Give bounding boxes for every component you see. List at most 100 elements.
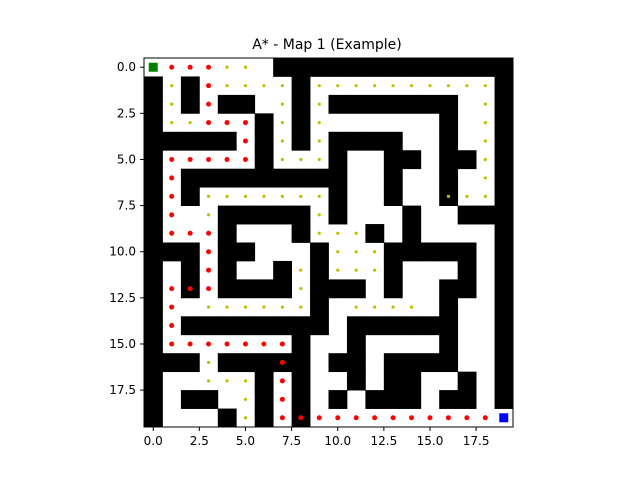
path-point — [242, 120, 248, 126]
wall-cell — [254, 131, 274, 151]
wall-cell — [328, 131, 348, 151]
wall-cell — [254, 408, 274, 428]
wall-cell — [217, 131, 237, 151]
wall-cell — [365, 94, 385, 114]
explored-point — [299, 157, 303, 162]
wall-cell — [310, 297, 329, 317]
explored-point — [243, 65, 248, 69]
wall-cell — [439, 113, 459, 133]
wall-cell — [236, 316, 256, 336]
explored-point — [225, 379, 229, 383]
path-point — [169, 175, 175, 181]
explored-point — [206, 360, 211, 365]
wall-cell — [439, 334, 459, 354]
wall-cell — [291, 353, 311, 373]
x-tick-label: 12.5 — [370, 434, 397, 448]
wall-cell — [144, 168, 163, 188]
wall-cell — [457, 58, 477, 77]
wall-cell — [346, 131, 366, 151]
wall-cell — [236, 279, 256, 299]
path-point — [206, 286, 212, 292]
wall-cell — [457, 371, 477, 391]
path-point — [445, 415, 451, 421]
explored-point — [206, 213, 211, 217]
wall-cell — [383, 279, 403, 299]
wall-cell — [291, 113, 311, 133]
path-point — [409, 415, 415, 421]
wall-cell — [328, 150, 348, 170]
wall-cell — [439, 58, 459, 77]
path-point — [187, 64, 193, 70]
wall-cell — [144, 242, 163, 262]
wall-cell — [383, 390, 403, 409]
wall-cell — [457, 279, 477, 299]
wall-cell — [439, 353, 459, 373]
wall-cell — [144, 316, 163, 336]
wall-cell — [383, 353, 403, 373]
wall-cell — [291, 76, 311, 96]
wall-cell — [328, 58, 348, 77]
wall-cell — [291, 371, 311, 391]
wall-cell — [365, 224, 385, 243]
wall-cell — [236, 353, 256, 373]
wall-cell — [494, 76, 514, 96]
wall-cell — [439, 150, 459, 170]
wall-cell — [310, 242, 329, 262]
wall-cell — [439, 279, 459, 299]
wall-cell — [420, 353, 440, 373]
wall-cell — [254, 205, 274, 225]
path-point — [206, 156, 212, 162]
wall-cell — [420, 242, 440, 262]
path-point — [206, 101, 212, 107]
path-point — [316, 415, 322, 421]
wall-cell — [273, 58, 292, 77]
path-point — [335, 415, 341, 421]
wall-cell — [420, 316, 440, 336]
explored-point — [262, 194, 266, 198]
wall-cell — [420, 58, 440, 77]
wall-cell — [144, 297, 163, 317]
wall-cell — [180, 390, 200, 409]
explored-point — [373, 250, 377, 254]
explored-point — [299, 305, 303, 309]
explored-point — [225, 194, 229, 198]
path-point — [224, 156, 230, 162]
path-point — [298, 415, 304, 421]
wall-cell — [365, 58, 385, 77]
wall-cell — [217, 353, 237, 373]
wall-cell — [457, 260, 477, 280]
wall-cell — [291, 205, 311, 225]
wall-cell — [402, 242, 422, 262]
wall-cell — [144, 371, 163, 391]
explored-nodes — [170, 65, 487, 420]
x-axis: 0.0 2.5 5.0 7.5 10.0 12.5 15.0 17.5 — [144, 427, 489, 448]
explored-point — [391, 84, 395, 88]
wall-cell — [144, 390, 163, 409]
wall-cell — [236, 168, 256, 188]
path-nodes — [169, 64, 488, 421]
wall-cell — [310, 316, 329, 336]
explored-point — [243, 194, 248, 198]
wall-cell — [494, 187, 514, 206]
wall-cell — [383, 131, 403, 151]
wall-cell — [402, 150, 422, 170]
wall-cell — [383, 260, 403, 280]
wall-cell — [383, 58, 403, 77]
wall-cell — [144, 113, 163, 133]
explored-point — [483, 194, 487, 198]
explored-point — [336, 268, 340, 272]
path-point — [169, 304, 175, 310]
wall-cell — [291, 224, 311, 243]
wall-cell — [328, 390, 348, 409]
wall-cell — [494, 94, 514, 114]
explored-point — [465, 194, 469, 198]
wall-cell — [310, 168, 329, 188]
explored-point — [299, 287, 303, 291]
wall-cell — [144, 334, 163, 354]
wall-cell — [162, 131, 182, 151]
wall-cell — [199, 168, 219, 188]
explored-point — [280, 194, 284, 198]
path-point — [169, 286, 175, 292]
wall-cell — [273, 316, 292, 336]
wall-cell — [144, 150, 163, 170]
